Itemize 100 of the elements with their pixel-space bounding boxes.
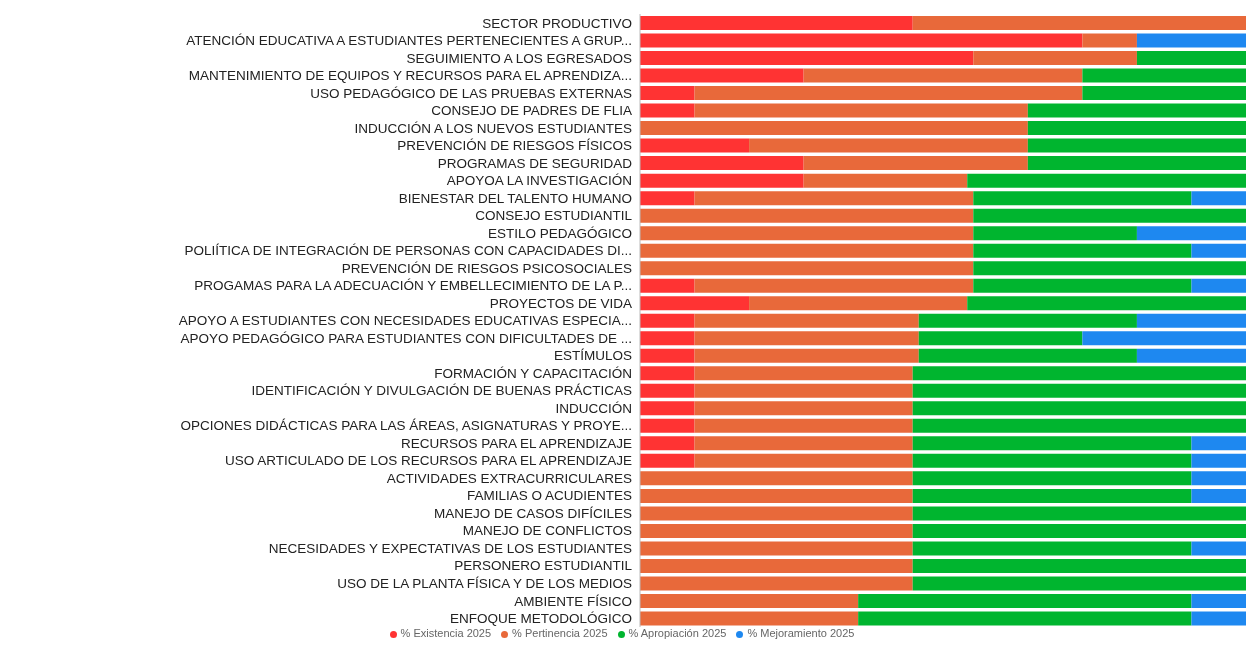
bar [640,138,750,153]
legend-label: % Pertinencia 2025 [512,627,608,639]
bar [694,436,913,451]
bar [1082,331,1246,346]
bar [694,401,913,416]
bar [1027,103,1246,118]
y-tick-label: ESTILO PEDAGÓGICO [487,225,632,241]
bar [640,576,913,591]
legend-label: % Mejoramiento 2025 [747,627,855,639]
bar [640,261,974,276]
y-tick-label: POLIÍTICA DE INTEGRACIÓN DE PERSONAS CON CAPACIDADES DI... [184,243,632,259]
bar [640,51,974,66]
y-tick-label: MANEJO DE CONFLICTOS [462,523,632,539]
bar [694,86,1083,101]
y-tick-label: OPCIONES DIDÁCTICAS PARA LAS ÁREAS, ASIGNATURAS Y PROYE... [180,418,632,434]
y-tick-label: CONSEJO ESTUDIANTIL [475,208,633,224]
y-tick-label: SEGUIMIENTO A LOS EGRESADOS [406,50,632,66]
y-tick-label: APOYOA LA INVESTIGACIÓN [446,173,632,189]
bar [912,541,1192,556]
legend-label: % Existencia 2025 [400,627,492,639]
legend-label: % Apropiación 2025 [628,627,727,639]
y-tick-label: MANTENIMIENTO DE EQUIPOS Y RECURSOS PARA EL APRENDIZA... [188,68,632,84]
bar [640,611,859,626]
bar [912,488,1192,503]
bar [1136,33,1246,48]
bar [1191,611,1246,626]
bar [640,296,750,311]
y-tick-label: ACTIVIDADES EXTRACURRICULARES [386,470,632,486]
bar [694,366,913,381]
bar [858,611,1192,626]
bar [1191,471,1246,486]
y-tick-label: PREVENCIÓN DE RIESGOS FÍSICOS [397,138,632,154]
bar [912,471,1192,486]
y-tick-label: RECURSOS PARA EL APRENDIZAJE [400,435,632,451]
bar [912,523,1246,538]
bar [803,156,1028,171]
bar [1082,86,1246,101]
bar [1191,488,1246,503]
bar [1136,313,1246,328]
bar [749,138,1028,153]
bar [640,243,974,258]
bar [967,296,1246,311]
y-tick-label: APOYO A ESTUDIANTES CON NECESIDADES EDUCATIVAS ESPECIA... [178,313,632,329]
bar [912,383,1246,398]
bar [640,208,974,223]
bar [973,191,1192,206]
y-tick-label: FAMILIAS O ACUDIENTES [466,488,632,504]
bar [640,453,695,468]
bar [967,173,1246,188]
y-tick-label: INDUCCIÓN A LOS NUEVOS ESTUDIANTES [354,120,632,136]
y-tick-label: INDUCCIÓN [555,400,632,416]
bar [1082,68,1246,83]
bar [1136,226,1246,241]
bar [1191,436,1246,451]
bar [694,453,913,468]
bar [694,191,974,206]
bar [640,278,695,293]
bar [640,33,1083,48]
bar [640,226,974,241]
bar [640,366,695,381]
bar [912,401,1246,416]
bar [640,68,804,83]
y-tick-label: PREVENCIÓN DE RIESGOS PSICOSOCIALES [341,260,632,276]
bar [1191,541,1246,556]
bar [973,278,1192,293]
bar [973,226,1137,241]
bar [640,103,695,118]
bar [694,331,919,346]
bar [858,593,1192,608]
y-tick-label: BIENESTAR DEL TALENTO HUMANO [398,190,632,206]
bar [918,331,1083,346]
y-tick-label: USO PEDAGÓGICO DE LAS PRUEBAS EXTERNAS [310,85,632,101]
bar [640,541,913,556]
bar [1191,593,1246,608]
y-tick-label: PROGAMAS PARA LA ADECUACIÓN Y EMBELLECIMIENTO DE LA P... [194,278,632,294]
bar [912,436,1192,451]
bar [640,401,695,416]
bar [640,488,913,503]
bar [973,261,1246,276]
bar [640,313,695,328]
bar [640,121,1028,136]
bar [1136,51,1246,66]
bar [912,453,1192,468]
bar [640,593,859,608]
bar [912,366,1246,381]
bar [640,86,695,101]
y-tick-label: AMBIENTE FÍSICO [514,593,632,609]
bar [1027,121,1246,136]
bar [640,16,913,30]
y-tick-label: APOYO PEDAGÓGICO PARA ESTUDIANTES CON DIFICULTADES DE ... [180,330,632,346]
bar [640,331,695,346]
bar [640,558,913,573]
bar [973,208,1246,223]
y-tick-label: PROGRAMAS DE SEGURIDAD [437,155,633,171]
y-tick-label: USO ARTICULADO DE LOS RECURSOS PARA EL APRENDIZAJE [224,453,632,469]
bar [1191,243,1246,258]
bar [918,348,1137,363]
bar [694,383,913,398]
bar [694,313,919,328]
y-tick-label: ENFOQUE METODOLÓGICO [449,611,632,627]
